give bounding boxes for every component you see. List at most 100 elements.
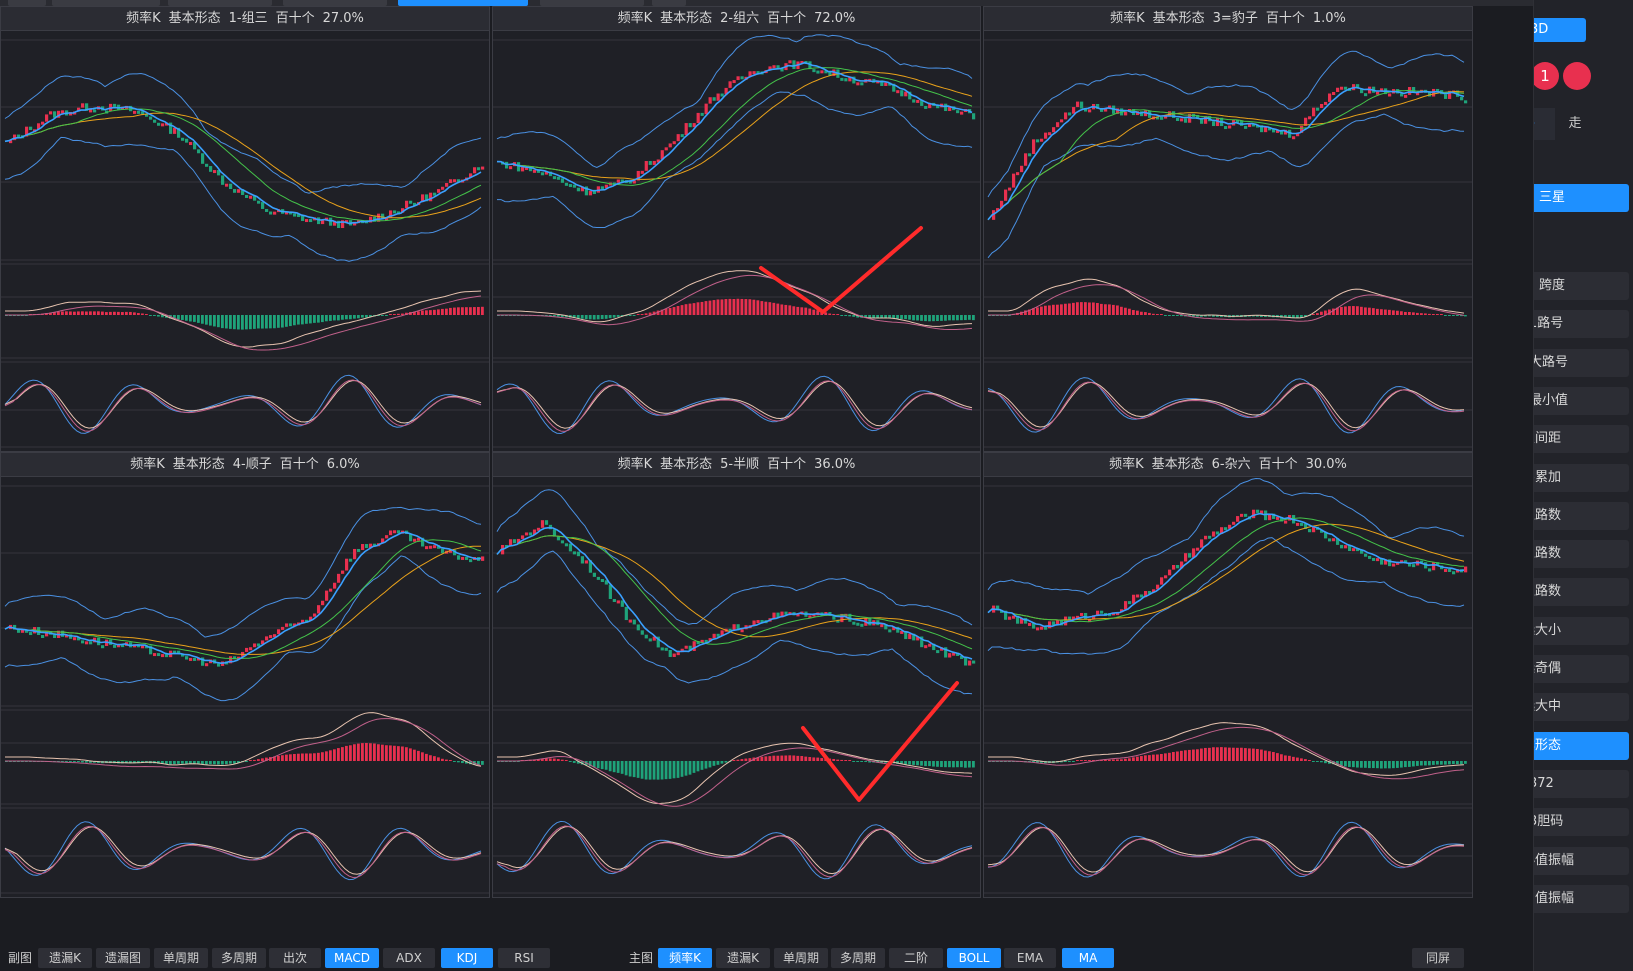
chart-panel-6[interactable]: 频率K 基本形态 6-杂六 百十个 30.0% <box>983 452 1473 898</box>
title-form: 2-组六 <box>720 11 760 26</box>
sub-chart-button-1[interactable]: 遗漏图 <box>96 948 150 968</box>
candle <box>273 634 277 638</box>
top-tab-1[interactable] <box>52 0 160 6</box>
sub-chart-button-0[interactable]: 遗漏K <box>38 948 92 968</box>
candle <box>53 111 57 118</box>
chart-panel-4[interactable]: 频率K 基本形态 4-顺子 百十个 6.0% <box>0 452 490 898</box>
candle <box>161 654 165 658</box>
main-chart-button-4[interactable]: 二阶 <box>889 948 943 968</box>
tab-conditions[interactable]: 条件 <box>1534 108 1555 140</box>
condition-button-4[interactable]: 位置间距 <box>1534 425 1629 454</box>
candle <box>612 598 616 602</box>
condition-button-2[interactable]: 大路号 <box>1534 348 1629 377</box>
candle <box>740 629 744 633</box>
chart-panel-2[interactable]: 频率K 基本形态 2-组六 百十个 72.0% <box>492 6 981 452</box>
candle <box>528 532 533 536</box>
candle <box>1380 88 1384 92</box>
candle <box>149 645 153 655</box>
lottery-select[interactable]: 福彩3D <box>1534 18 1586 42</box>
sub-chart-button-7[interactable]: KDJ <box>441 948 493 968</box>
condition-button-12[interactable]: 基本形态 <box>1534 731 1629 760</box>
condition-button-1[interactable]: 1路号 <box>1534 310 1629 339</box>
chart-panel-3[interactable]: 频率K 基本形态 3=豹子 百十个 1.0% <box>983 6 1473 452</box>
main-chart-button-3[interactable]: 多周期 <box>831 948 885 968</box>
candle <box>445 183 449 187</box>
candle <box>1100 610 1104 614</box>
sub-chart-button-8[interactable]: RSI <box>498 948 550 968</box>
condition-button-9[interactable]: 直选大小 <box>1534 616 1629 645</box>
top-tab-4[interactable] <box>398 0 528 6</box>
main-chart-button-2[interactable]: 单周期 <box>774 948 828 968</box>
condition-button-16[interactable]: 中间值振幅 <box>1534 884 1629 913</box>
candle <box>353 548 357 560</box>
candle <box>580 556 585 564</box>
candle <box>385 535 389 539</box>
sub-chart-button-5[interactable]: MACD <box>325 948 379 968</box>
condition-sidebar: 福彩3D 0 1 条件 走 星别 三星 条件 跨度1路号大路号最小值位置间距数字… <box>1533 0 1633 971</box>
candle <box>684 645 688 649</box>
top-tab-6[interactable] <box>652 0 686 6</box>
condition-button-10[interactable]: 组选奇偶 <box>1534 655 1629 683</box>
ma-slow-line <box>496 71 973 180</box>
candle <box>728 628 732 632</box>
candle <box>329 217 333 226</box>
top-tab-5[interactable] <box>540 0 644 6</box>
condition-button-11[interactable]: 直选大中 <box>1534 693 1629 722</box>
number-ball-2[interactable] <box>1563 62 1591 90</box>
title-form: 6-杂六 <box>1211 457 1251 472</box>
condition-button-6[interactable]: 百位路数 <box>1534 501 1629 530</box>
split-screen-button[interactable]: 同屏 <box>1412 948 1464 968</box>
condition-button-0[interactable]: 跨度 <box>1534 272 1629 300</box>
condition-button-7[interactable]: 十位路数 <box>1534 540 1629 569</box>
candle <box>149 116 153 120</box>
condition-button-3[interactable]: 最小值 <box>1534 386 1629 415</box>
candle <box>1164 575 1168 579</box>
title-pos: 百十个 <box>767 11 807 26</box>
title-pos: 百十个 <box>767 457 807 472</box>
candle <box>556 536 561 541</box>
candle <box>680 134 684 138</box>
chart-panel-1[interactable]: 频率K 基本形态 1-组三 百十个 27.0% <box>0 6 490 452</box>
candle <box>261 640 265 645</box>
candle <box>1104 108 1108 112</box>
candle <box>225 183 229 187</box>
candle <box>1172 111 1176 118</box>
main-chart-button-7[interactable]: MA <box>1062 948 1114 968</box>
top-tab-0[interactable] <box>8 0 46 6</box>
title-pos: 百十个 <box>1265 11 1305 26</box>
sub-chart-button-4[interactable]: 出次 <box>269 948 321 968</box>
main-chart-button-6[interactable]: EMA <box>1004 948 1056 968</box>
chart-canvas <box>984 478 1472 894</box>
condition-button-5[interactable]: 数字累加 <box>1534 463 1629 492</box>
sub-chart-button-6[interactable]: ADX <box>383 948 435 968</box>
top-tab-3[interactable] <box>283 0 387 6</box>
condition-button-8[interactable]: 个位路数 <box>1534 578 1629 607</box>
candle <box>189 657 193 661</box>
candle <box>241 189 245 195</box>
candle <box>1388 559 1392 567</box>
tab-trend[interactable]: 走 <box>1568 116 1582 131</box>
kdj-k-line <box>496 375 973 435</box>
star-select[interactable]: 三星 <box>1534 184 1629 212</box>
sub-chart-button-3[interactable]: 多周期 <box>212 948 266 968</box>
candle <box>1332 538 1336 542</box>
main-chart-button-1[interactable]: 遗漏K <box>716 948 770 968</box>
number-ball-1[interactable]: 1 <box>1534 62 1559 90</box>
condition-button-14[interactable]: 3胆码 <box>1534 808 1629 837</box>
candle <box>465 556 469 560</box>
chart-panel-5[interactable]: 频率K 基本形态 5-半顺 百十个 36.0% <box>492 452 981 898</box>
condition-button-13[interactable]: 372 <box>1534 769 1629 798</box>
main-chart-button-0[interactable]: 频率K <box>658 948 712 968</box>
condition-button-15[interactable]: 最小值振幅 <box>1534 846 1629 875</box>
candle <box>1052 621 1056 626</box>
candle <box>1008 616 1012 620</box>
sub-chart-button-2[interactable]: 单周期 <box>154 948 208 968</box>
top-tab-2[interactable] <box>168 0 272 6</box>
candle <box>1116 612 1120 616</box>
candle-series <box>992 509 1468 631</box>
check-mark-annotation <box>759 226 923 314</box>
candle <box>584 186 589 196</box>
main-chart-button-5[interactable]: BOLL <box>947 948 1001 968</box>
candle <box>1300 125 1304 133</box>
